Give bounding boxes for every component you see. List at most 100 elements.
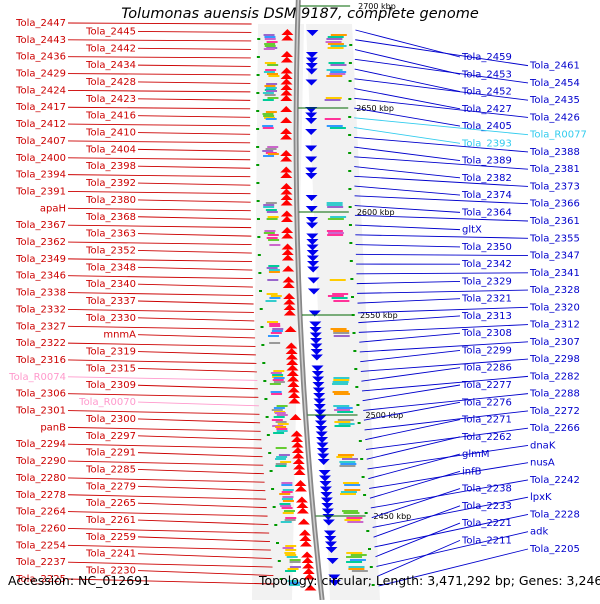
forward-cog-block (283, 500, 294, 502)
right-leader-line (377, 540, 460, 576)
reverse-cog-block (351, 554, 367, 556)
reverse-marker (348, 134, 351, 136)
forward-cog-block (266, 111, 277, 113)
forward-marker (256, 182, 259, 184)
forward-marker (257, 218, 260, 220)
forward-marker (262, 362, 265, 364)
forward-cog-block (273, 370, 284, 372)
forward-cog-block (266, 87, 277, 89)
right-leader-line (359, 333, 460, 342)
forward-cog-block (267, 97, 278, 99)
reverse-marker (358, 422, 361, 424)
forward-cog-block (267, 41, 278, 43)
right-leader-line (361, 368, 460, 381)
left-leader-line (68, 57, 251, 58)
left-leader-line (68, 158, 250, 160)
forward-cog-block (264, 232, 275, 234)
left-gene-label: apaH (40, 203, 66, 214)
reverse-cog-block (337, 411, 353, 413)
left-leader-line (68, 107, 250, 109)
reverse-cog-block (333, 330, 349, 332)
scale-tick-label: 2450 kbp (374, 512, 412, 521)
left-gene-label: Tola_2348 (85, 262, 136, 273)
reverse-cog-block (333, 381, 349, 383)
forward-cog-block (262, 125, 273, 127)
reverse-cog-block (333, 379, 349, 381)
reverse-cog-block (333, 332, 349, 334)
reverse-cog-block (332, 297, 348, 299)
forward-gene-arrow (294, 469, 306, 475)
right-gene-label: Tola_2320 (529, 302, 580, 313)
forward-marker (264, 398, 267, 400)
left-gene-label: Tola_2322 (15, 338, 66, 349)
right-gene-label: Tola_2242 (529, 475, 580, 486)
right-gene-label: Tola_2211 (461, 535, 512, 546)
reverse-marker (365, 512, 368, 514)
reverse-cog-block (336, 456, 352, 458)
forward-cog-block (285, 554, 296, 556)
reverse-cog-block (332, 383, 348, 385)
forward-gene-arrow (295, 486, 307, 492)
forward-cog-block (285, 570, 296, 572)
forward-cog-block (266, 300, 277, 302)
forward-marker (257, 236, 260, 238)
forward-cog-block (263, 113, 274, 115)
forward-gene-arrow (296, 502, 308, 508)
left-gene-label: Tola_2337 (85, 296, 136, 307)
forward-gene-arrow (301, 552, 313, 558)
forward-marker (257, 38, 260, 40)
left-gene-label: Tola_2319 (85, 347, 136, 358)
forward-marker (270, 470, 273, 472)
forward-cog-block (269, 325, 280, 327)
reverse-cog-block (333, 377, 349, 379)
reverse-cog-block (349, 566, 365, 568)
forward-marker (271, 488, 274, 490)
right-leader-line (357, 281, 460, 283)
forward-cog-block (290, 566, 301, 568)
left-leader-line (138, 116, 250, 118)
forward-gene-arrow (298, 519, 310, 525)
reverse-cog-block (343, 482, 359, 484)
forward-cog-block (271, 332, 282, 334)
left-gene-label: Tola_2434 (85, 60, 136, 71)
left-leader-line (138, 436, 261, 440)
right-leader-line (356, 254, 528, 255)
left-leader-line (68, 23, 252, 24)
genome-title: Tolumonas auensis DSM 9187, complete gen… (0, 6, 600, 22)
reverse-cog-block (347, 521, 363, 523)
right-gene-label: Tola_2238 (461, 484, 512, 495)
reverse-marker (362, 476, 365, 478)
left-leader-line (138, 48, 251, 49)
reverse-cog-block (327, 202, 343, 204)
right-gene-label: nusA (530, 458, 555, 469)
left-leader-line (138, 200, 251, 202)
left-gene-label: Tola_2412 (15, 119, 66, 130)
left-leader-line (138, 99, 250, 101)
left-gene-label: Tola_2445 (85, 26, 136, 37)
reverse-cog-block (326, 97, 342, 99)
left-leader-line (138, 267, 252, 270)
right-gene-label: Tola_2382 (461, 173, 512, 184)
reverse-cog-block (334, 421, 350, 423)
reverse-cog-block (350, 559, 366, 561)
left-leader-line (138, 537, 270, 542)
left-leader-line (138, 368, 257, 371)
reverse-cog-block (327, 234, 343, 236)
left-leader-line (138, 503, 267, 507)
reverse-cog-block (338, 419, 354, 421)
reverse-marker (351, 296, 354, 298)
left-leader-line (138, 166, 250, 168)
forward-cog-block (278, 423, 289, 425)
forward-cog-block (265, 62, 276, 64)
left-gene-label: Tola_R0074 (8, 372, 66, 383)
reverse-cog-block (330, 216, 346, 218)
right-gene-label: Tola_2286 (461, 363, 512, 374)
left-leader-line (138, 318, 254, 321)
forward-cog-block (274, 377, 285, 379)
reverse-cog-block (330, 127, 346, 129)
left-gene-label: Tola_2332 (15, 304, 66, 315)
right-gene-label: Tola_2388 (529, 147, 580, 158)
forward-cog-block (267, 321, 278, 323)
right-gene-label: Tola_2373 (529, 181, 580, 192)
forward-cog-block (276, 421, 287, 423)
